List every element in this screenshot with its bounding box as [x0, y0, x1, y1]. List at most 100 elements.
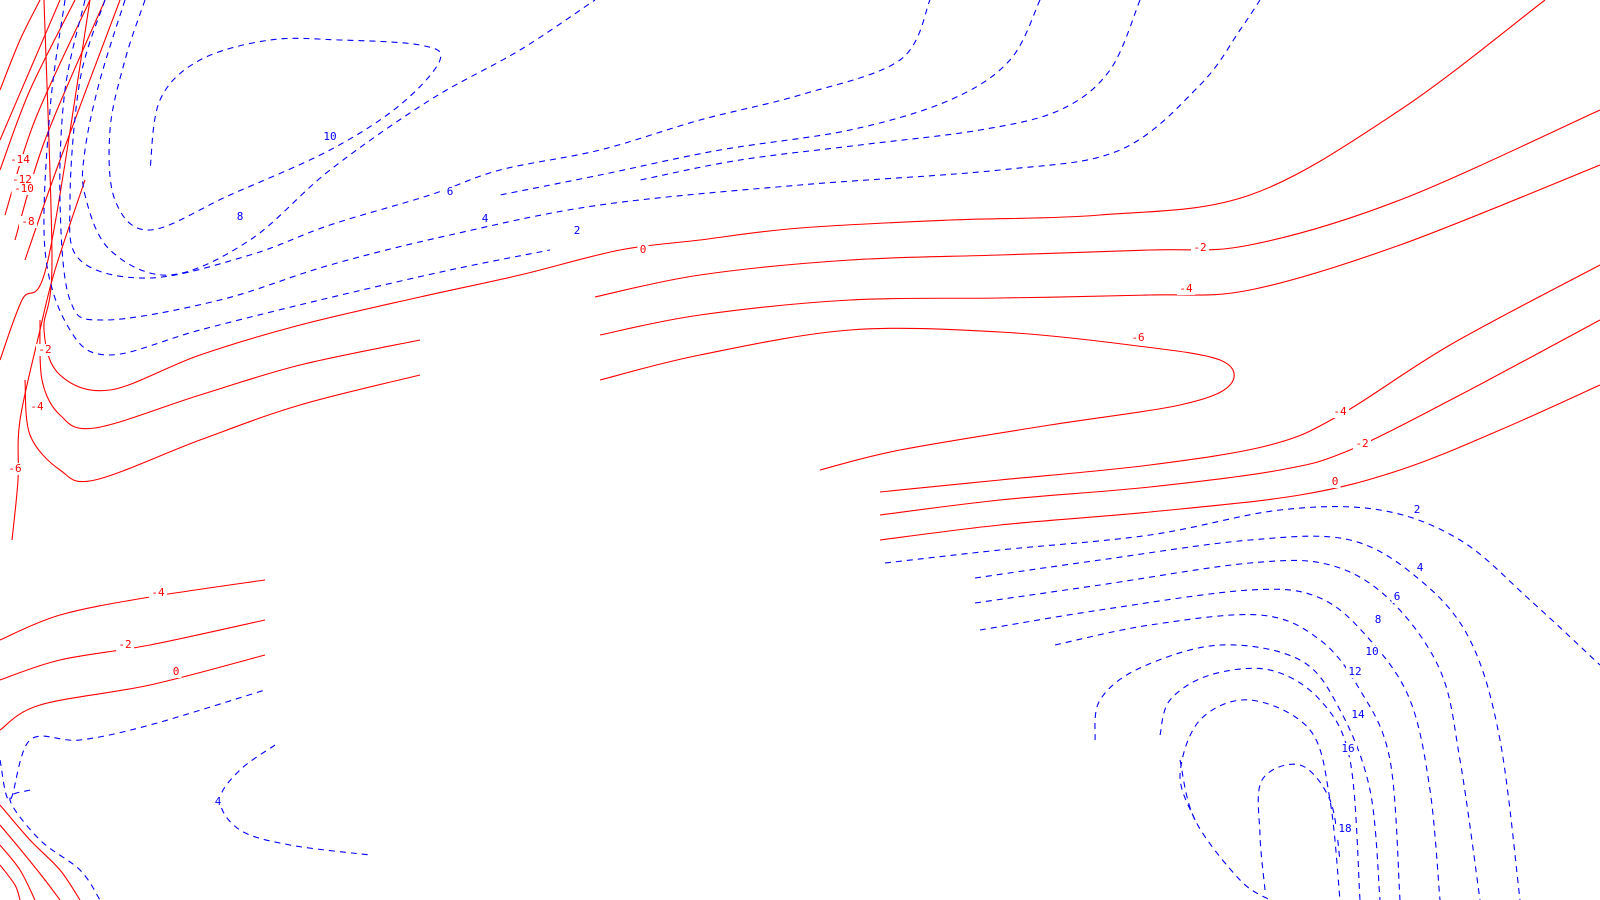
contour-level-label: -4: [1333, 405, 1347, 418]
contour-label-background: [234, 211, 246, 223]
negative-contour-line: [594, 109, 1600, 298]
negative-contour-line: [879, 384, 1600, 541]
negative-contour-line: [0, 0, 61, 141]
positive-contour-line: [43, 0, 551, 356]
contour-level-label: -2: [118, 638, 131, 651]
positive-contour-line: [979, 588, 1441, 900]
contour-level-label: 12: [1348, 665, 1361, 678]
contour-label-background: [1411, 504, 1423, 516]
contour-level-label: 2: [574, 224, 581, 237]
contour-label-background: [11, 183, 37, 195]
positive-contour-line: [69, 0, 931, 279]
contour-label-background: [1349, 709, 1367, 721]
contour-level-label: -4: [1179, 282, 1193, 295]
contour-level-label: 14: [1351, 708, 1365, 721]
contour-label-background: [637, 244, 649, 256]
negative-contour-line: [0, 824, 61, 900]
contour-level-label: 6: [1394, 590, 1401, 603]
contour-label-background: [1177, 283, 1195, 295]
contour-level-label: 6: [447, 185, 454, 198]
contour-level-label: 4: [1417, 561, 1424, 574]
positive-contour-line: [974, 559, 1481, 900]
contour-level-label: 4: [482, 212, 489, 225]
contour-label-background: [170, 666, 182, 678]
negative-contour-line: [0, 579, 266, 641]
contour-label-background: [1331, 406, 1349, 418]
contour-label-background: [1353, 438, 1371, 450]
contour-label-background: [6, 463, 24, 475]
contour-level-label: 0: [1332, 475, 1339, 488]
negative-contour-line: [0, 654, 266, 731]
positive-contour-line: [0, 689, 266, 801]
positive-contour-line: [81, 0, 596, 276]
negative-contour-line: [0, 0, 76, 171]
contour-level-label: 10: [1365, 645, 1378, 658]
negative-contour-line: [24, 0, 121, 261]
contour-level-label: 18: [1338, 822, 1351, 835]
contour-label-background: [149, 587, 167, 599]
negative-contour-line: [11, 179, 86, 541]
contour-label-background: [116, 639, 134, 651]
contour-level-label: -2: [1355, 437, 1368, 450]
contour-label-background: [444, 186, 456, 198]
positive-contour-line: [1257, 763, 1341, 891]
contour-level-label: 0: [173, 665, 180, 678]
positive-contour-line: [108, 0, 442, 231]
contour-label-background: [1329, 476, 1341, 488]
positive-contour-line: [1179, 699, 1341, 900]
contour-label-background: [7, 154, 33, 166]
negative-contour-line: [0, 619, 266, 681]
contour-label-background: [1129, 332, 1147, 344]
negative-contour-line: [879, 319, 1600, 516]
negative-contour-line: [39, 319, 421, 430]
contour-label-background: [571, 225, 583, 237]
contour-level-label: -8: [21, 215, 34, 228]
positive-contour-line: [1179, 759, 1271, 900]
contour-label-background: [212, 796, 224, 808]
negative-contour-line: [0, 0, 91, 361]
contour-level-label: -12: [12, 173, 32, 186]
contour-level-label: -10: [14, 182, 34, 195]
contour-level-label: 10: [323, 130, 336, 143]
contour-label-background: [1414, 562, 1426, 574]
contour-level-label: 4: [215, 795, 222, 808]
contour-label-background: [1336, 823, 1354, 835]
negative-contour-line: [599, 327, 1235, 471]
contour-level-label: -4: [30, 400, 44, 413]
contour-level-label: 8: [237, 210, 244, 223]
negative-contour-line: [0, 864, 21, 900]
contour-label-background: [1346, 666, 1364, 678]
positive-contour-line: [219, 744, 371, 856]
contour-level-label: 8: [1375, 613, 1382, 626]
negative-contour-line: [0, 804, 81, 900]
contour-label-background: [28, 401, 46, 413]
contour-level-label: 0: [640, 243, 647, 256]
negative-contour-line: [0, 0, 41, 91]
positive-contour-line: [9, 789, 101, 900]
negative-contour-line: [14, 0, 106, 241]
contour-level-label: -4: [151, 586, 165, 599]
negative-contour-line: [43, 0, 1546, 392]
contour-label-background: [1372, 614, 1384, 626]
contour-level-label: -2: [1193, 241, 1206, 254]
negative-contour-line: [0, 844, 36, 900]
contour-level-label: 2: [1414, 503, 1421, 516]
contour-label-background: [1339, 743, 1357, 755]
contour-level-label: -14: [10, 153, 30, 166]
contour-label-background: [321, 131, 339, 143]
contour-level-label: 16: [1341, 742, 1354, 755]
contour-level-label: -2: [38, 343, 51, 356]
contour-label-background: [1191, 242, 1209, 254]
contour-label-background: [1391, 591, 1403, 603]
contour-label-background: [1363, 646, 1381, 658]
positive-contour-line: [499, 0, 1041, 196]
contour-level-label: -6: [1131, 331, 1144, 344]
positive-contour-line: [1159, 667, 1361, 900]
negative-contour-line: [599, 164, 1600, 336]
positive-contour-line: [1054, 614, 1401, 900]
contour-level-label: -6: [8, 462, 21, 475]
positive-contour-line: [1094, 644, 1381, 900]
